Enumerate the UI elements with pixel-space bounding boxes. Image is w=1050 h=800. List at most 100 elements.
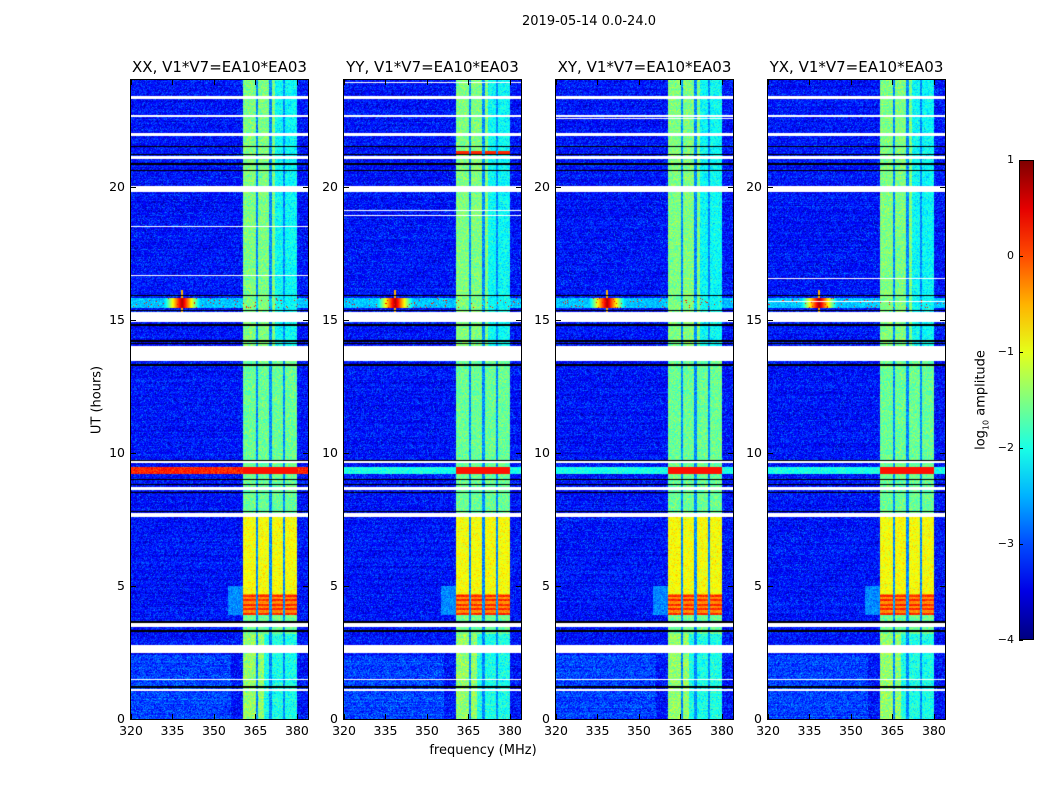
y-tick-mark	[303, 319, 308, 321]
panel-yx: YX, V1*V7=EA10*EA03 320 335 350 365 380 0 5 10 15…	[746, 58, 946, 738]
x-tick-label: 350	[202, 723, 226, 738]
colorbar	[1019, 160, 1034, 640]
y-tick-mark	[768, 585, 773, 587]
y-tick-label: 0	[330, 711, 338, 726]
x-tick-mark	[213, 714, 215, 719]
x-tick-mark	[892, 80, 894, 85]
y-tick-mark	[940, 719, 945, 720]
x-tick-label: 335	[373, 723, 398, 738]
y-tick-label: 5	[330, 577, 338, 593]
y-tick-mark	[940, 319, 945, 321]
colorbar-label-main: log	[973, 430, 989, 450]
x-tick-mark	[255, 80, 257, 85]
panel-xy: XY, V1*V7=EA10*EA03 320 335 350 365 380 0 5 10 15…	[534, 58, 734, 738]
y-tick-mark	[556, 719, 561, 720]
y-tick-mark	[344, 719, 349, 720]
colorbar-tick-label: −1	[997, 345, 1014, 358]
x-tick-mark	[638, 714, 640, 719]
y-tick-mark	[131, 719, 136, 720]
y-tick-label: 15	[746, 311, 762, 327]
x-tick-mark	[721, 80, 723, 85]
colorbar-tick-label: −3	[997, 537, 1014, 550]
y-tick-label: 10	[534, 444, 550, 460]
x-tick-mark	[385, 80, 387, 85]
y-tick-label: 0	[542, 711, 550, 726]
panel-title: YY, V1*V7=EA10*EA03	[346, 58, 519, 76]
x-tick-mark	[509, 714, 511, 719]
y-tick-label: 5	[117, 577, 125, 593]
x-tick-mark	[385, 714, 387, 719]
y-tick-mark	[344, 186, 349, 188]
y-tick-mark	[131, 452, 136, 454]
y-tick-mark	[303, 452, 308, 454]
y-tick-label: 5	[542, 577, 550, 593]
colorbar-tick-label: 0	[1007, 249, 1014, 262]
colorbar-label-rest: amplitude	[973, 350, 989, 420]
x-tick-mark	[680, 714, 682, 719]
x-tick-label: 380	[710, 723, 734, 738]
y-tick-mark	[728, 452, 733, 454]
spectrogram-heatmap	[131, 80, 308, 719]
colorbar-tick-mark	[1019, 160, 1023, 161]
x-tick-mark	[131, 80, 132, 85]
x-tick-label: 365	[243, 723, 268, 738]
y-tick-mark	[516, 186, 521, 188]
x-tick-mark	[296, 80, 298, 85]
x-tick-label: 335	[797, 723, 822, 738]
x-tick-mark	[638, 80, 640, 85]
y-tick-mark	[768, 719, 773, 720]
colorbar-tick-mark	[1019, 544, 1023, 545]
x-tick-label: 365	[456, 723, 481, 738]
x-tick-mark	[468, 80, 470, 85]
y-tick-mark	[728, 186, 733, 188]
x-tick-label: 380	[498, 723, 522, 738]
x-tick-mark	[556, 714, 557, 719]
y-tick-mark	[516, 719, 521, 720]
x-tick-label: 365	[880, 723, 905, 738]
y-tick-mark	[728, 719, 733, 720]
x-axis-label: frequency (MHz)	[429, 743, 537, 758]
y-tick-mark	[131, 585, 136, 587]
spectrogram-heatmap	[556, 80, 733, 719]
x-tick-mark	[344, 80, 345, 85]
y-tick-label: 10	[109, 444, 125, 460]
spectrogram-heatmap	[344, 80, 521, 719]
x-tick-mark	[468, 714, 470, 719]
y-tick-mark	[556, 186, 561, 188]
x-tick-mark	[509, 80, 511, 85]
x-tick-mark	[131, 714, 132, 719]
x-tick-mark	[809, 714, 811, 719]
y-tick-mark	[940, 186, 945, 188]
x-tick-label: 320	[119, 723, 143, 738]
figure-title: 2019-05-14 0.0-24.0	[522, 14, 656, 29]
x-tick-mark	[933, 80, 935, 85]
y-tick-mark	[344, 319, 349, 321]
colorbar-label-sub: 10	[981, 419, 991, 431]
x-tick-mark	[556, 80, 557, 85]
y-tick-label: 15	[322, 311, 338, 327]
x-tick-mark	[850, 714, 852, 719]
colorbar-tick-mark	[1019, 352, 1023, 353]
y-tick-mark	[556, 452, 561, 454]
x-tick-label: 350	[627, 723, 651, 738]
panel-title: XX, V1*V7=EA10*EA03	[132, 58, 307, 76]
y-tick-mark	[516, 452, 521, 454]
y-tick-mark	[131, 319, 136, 321]
y-tick-label: 15	[109, 311, 125, 327]
y-tick-mark	[728, 585, 733, 587]
y-tick-label: 20	[109, 178, 125, 194]
y-tick-mark	[516, 319, 521, 321]
y-tick-label: 0	[117, 711, 125, 726]
x-tick-mark	[296, 714, 298, 719]
colorbar-tick-label: −2	[997, 441, 1014, 454]
y-tick-mark	[516, 585, 521, 587]
panel-xx: XX, V1*V7=EA10*EA03 320 335 350 365 380 0 5 10 15…	[109, 58, 309, 738]
x-tick-mark	[213, 80, 215, 85]
y-tick-mark	[728, 319, 733, 321]
y-tick-mark	[344, 452, 349, 454]
y-tick-mark	[556, 585, 561, 587]
x-tick-label: 320	[544, 723, 568, 738]
y-tick-mark	[940, 585, 945, 587]
y-tick-mark	[131, 186, 136, 188]
x-tick-label: 320	[332, 723, 356, 738]
